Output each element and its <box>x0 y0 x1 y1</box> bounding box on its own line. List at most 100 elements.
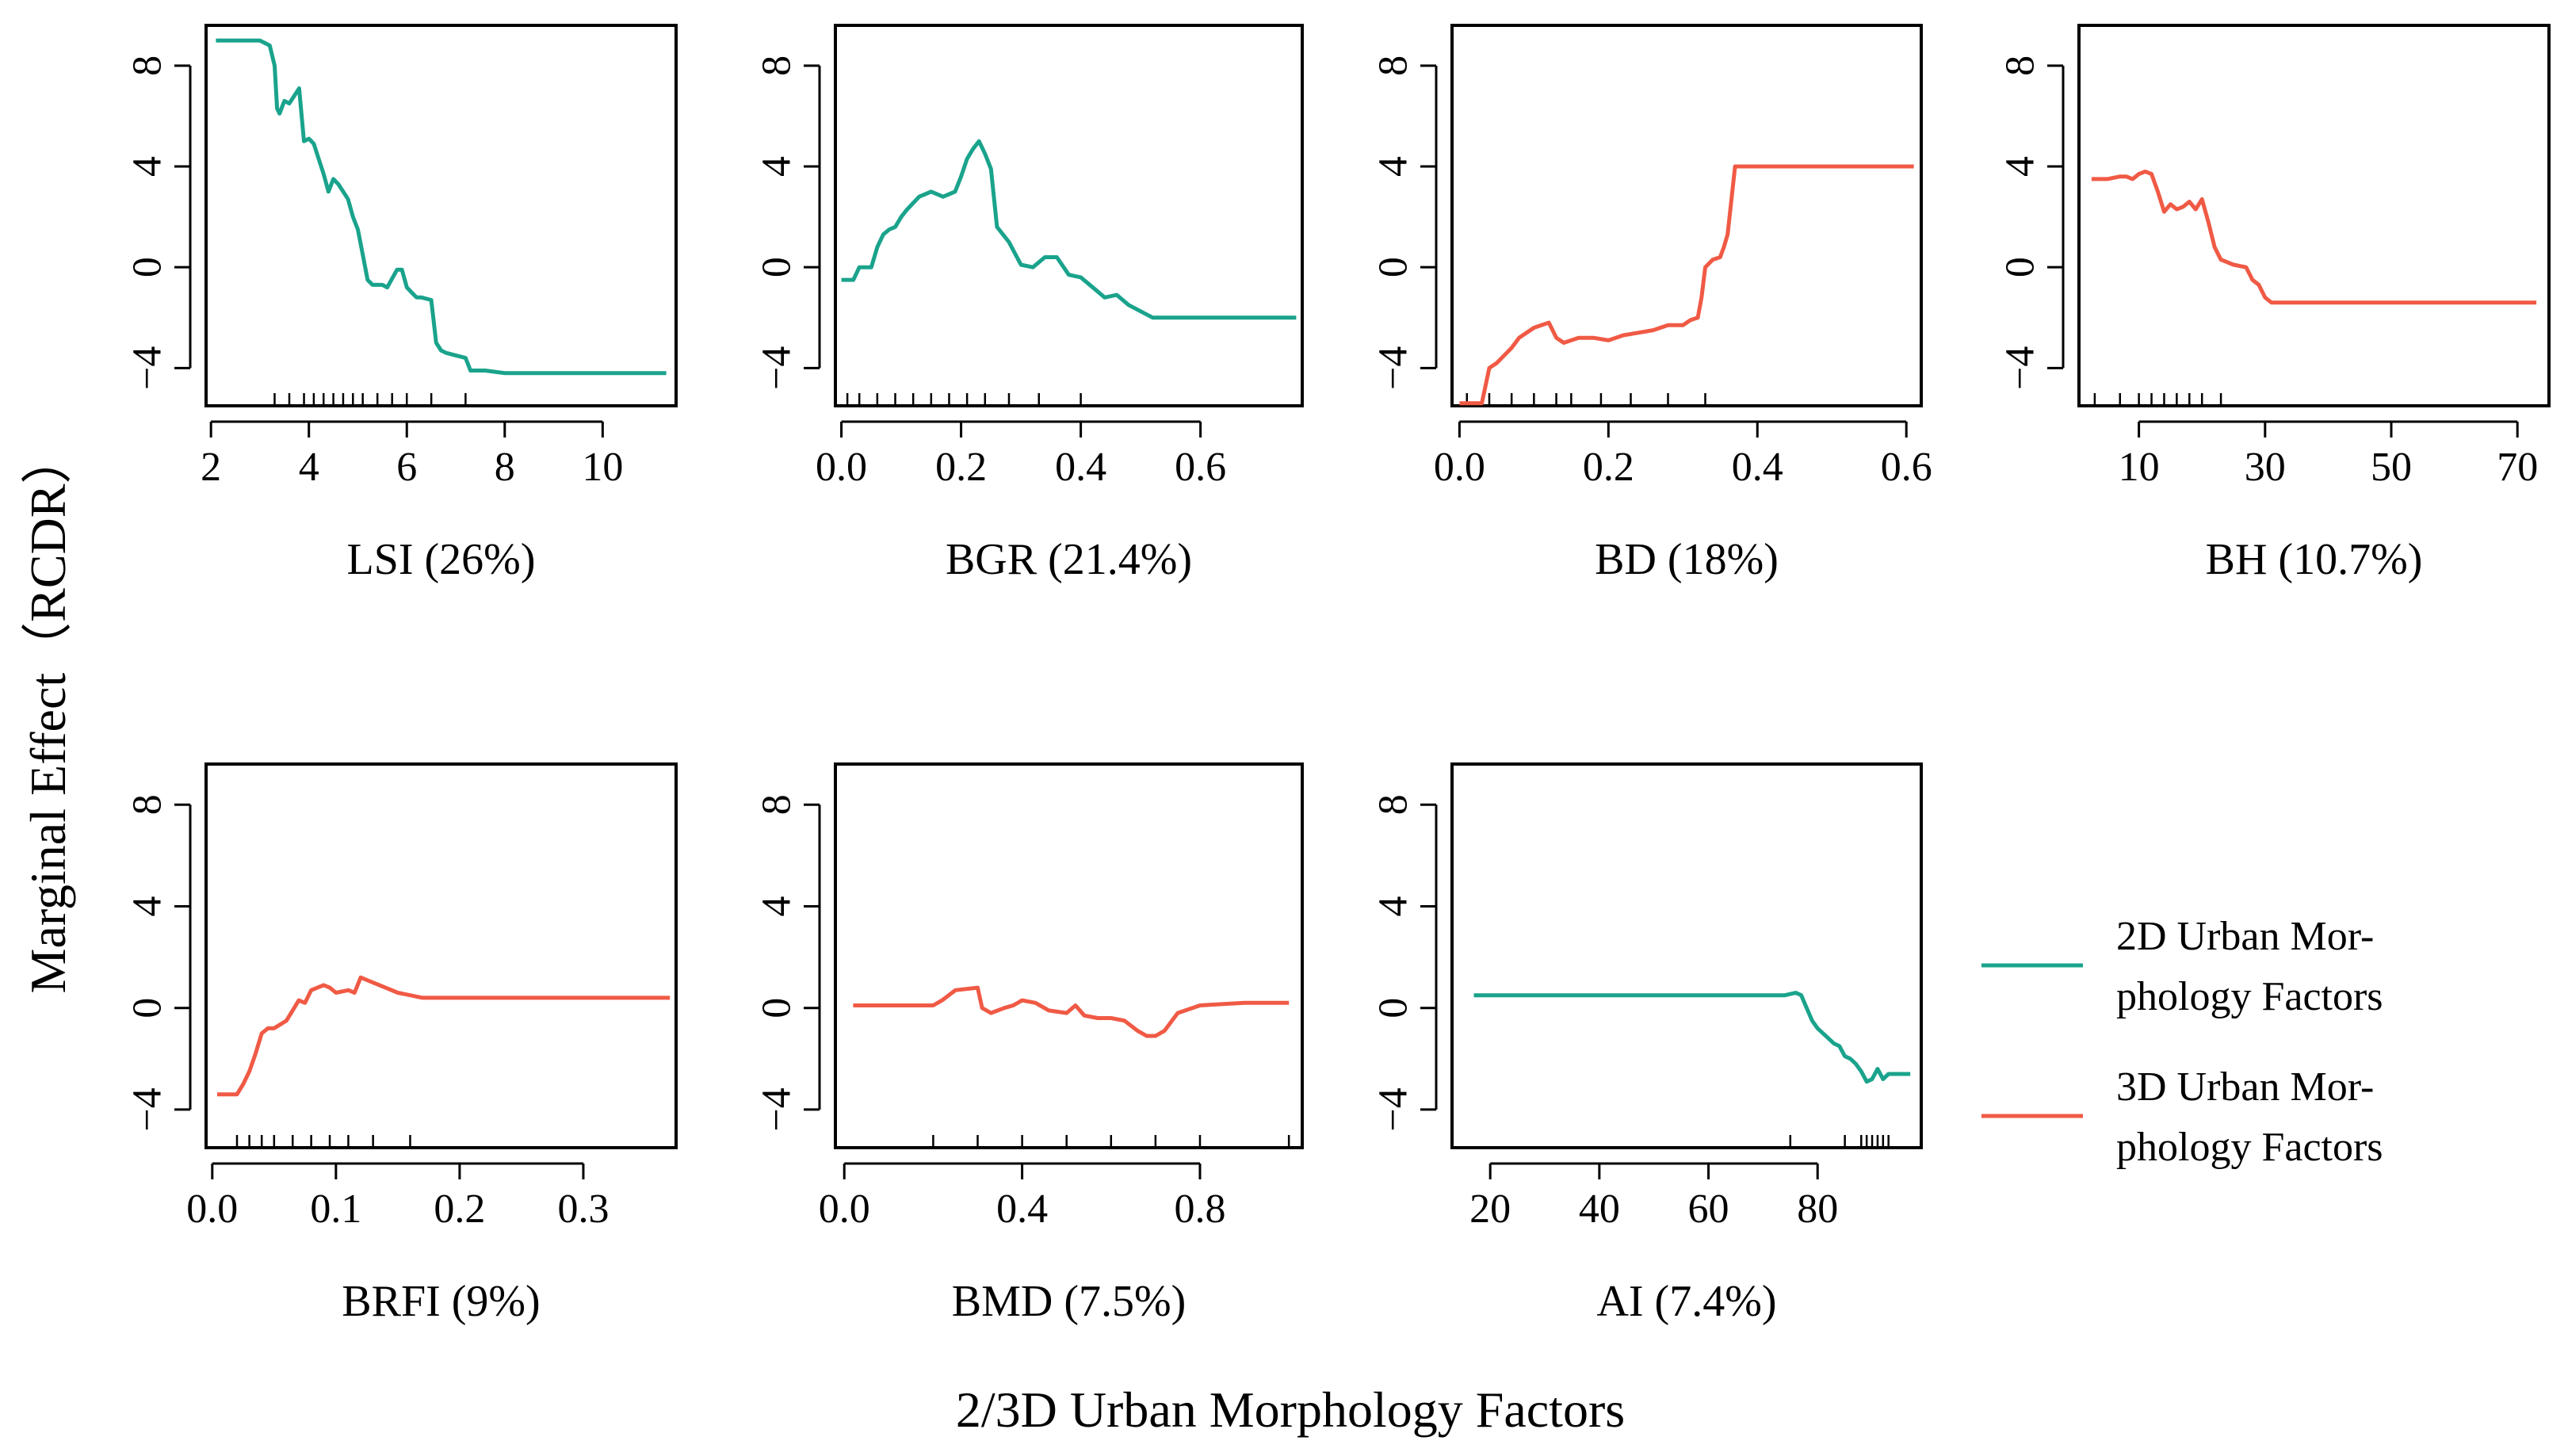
series-line-bh <box>2091 169 2537 305</box>
legend-label: phology Factors <box>2116 974 2383 1019</box>
y-tick-label: 4 <box>125 156 170 177</box>
y-axis: −4 0 4 8 <box>125 794 192 1132</box>
x-axis: 0.0 0.1 0.2 0.3 <box>186 1162 609 1232</box>
x-tick-label: 40 <box>1579 1187 1620 1232</box>
y-tick-label: −4 <box>1371 346 1416 390</box>
y-tick-label: −4 <box>125 346 170 390</box>
panel-label-bh: BH (10.7%) <box>2206 535 2423 584</box>
y-tick-label: 4 <box>1371 156 1416 177</box>
y-axis: −4 0 4 8 <box>755 55 821 390</box>
rug <box>273 393 467 406</box>
legend-label: phology Factors <box>2116 1125 2383 1170</box>
panel-bmd: −4 0 4 8 0.0 0.4 0.8 BMD (7.5%) <box>755 762 1304 1326</box>
y-tick-label: 4 <box>125 896 170 916</box>
y-tick-label: 4 <box>755 156 800 177</box>
x-tick-label: 6 <box>396 445 417 490</box>
y-tick-label: −4 <box>755 346 800 390</box>
plot-frame <box>834 762 1304 1149</box>
rug <box>932 1135 1290 1148</box>
legend-label: 3D Urban Mor- <box>2116 1064 2374 1110</box>
x-tick-label: 60 <box>1688 1187 1729 1232</box>
rug <box>1466 393 1706 406</box>
y-tick-label: 0 <box>1371 998 1416 1018</box>
x-tick-label: 0.4 <box>1055 445 1106 490</box>
plot-frame <box>204 762 678 1149</box>
x-axis-title: 2/3D Urban Morphology Factors <box>956 1381 1625 1438</box>
y-axis: −4 0 4 8 <box>1998 55 2065 390</box>
y-tick-label: 0 <box>125 257 170 277</box>
rug <box>846 393 1082 406</box>
y-tick-label: 8 <box>125 794 170 815</box>
panel-label-bmd: BMD (7.5%) <box>952 1277 1187 1326</box>
legend-label: 2D Urban Mor- <box>2116 914 2374 959</box>
y-tick-label: −4 <box>755 1087 800 1131</box>
series-line-brfi <box>217 975 671 1097</box>
rug <box>2093 393 2222 406</box>
rug <box>1789 1135 1890 1148</box>
y-tick-label: 0 <box>755 998 800 1018</box>
x-tick-label: 0.4 <box>1732 445 1783 490</box>
x-tick-label: 2 <box>201 445 221 490</box>
panels: −4 0 4 8 2 4 6 8 10 LSI (26%) −4 0 4 8 0.0 0.2 0.4 0.6 BGR… <box>125 24 2551 1326</box>
y-axis: −4 0 4 8 <box>1371 794 1438 1132</box>
y-tick-label: 4 <box>1371 896 1416 916</box>
x-tick-label: 0.6 <box>1175 445 1226 490</box>
x-axis: 0.0 0.2 0.4 0.6 <box>1434 420 1932 490</box>
legend-item: 3D Urban Mor-phology Factors <box>1981 1064 2383 1170</box>
y-tick-label: 0 <box>755 257 800 277</box>
legend-item: 2D Urban Mor-phology Factors <box>1981 914 2383 1019</box>
plot-frame <box>2077 24 2551 407</box>
y-tick-label: −4 <box>1998 346 2043 390</box>
panel-lsi: −4 0 4 8 2 4 6 8 10 LSI (26%) <box>125 24 678 584</box>
y-axis: −4 0 4 8 <box>755 794 821 1132</box>
y-tick-label: −4 <box>1371 1087 1416 1131</box>
series-line-bd <box>1459 164 1914 406</box>
y-tick-label: 0 <box>1998 257 2043 277</box>
x-tick-label: 80 <box>1797 1187 1838 1232</box>
y-tick-label: 4 <box>1998 156 2043 177</box>
y-tick-label: −4 <box>125 1087 170 1131</box>
x-tick-label: 10 <box>2119 445 2160 490</box>
plot-frame <box>1450 24 1923 407</box>
series-line-lsi <box>216 38 667 376</box>
panel-label-ai: AI (7.4%) <box>1596 1277 1776 1326</box>
plot-frame <box>204 24 678 407</box>
x-tick-label: 0.2 <box>1583 445 1634 490</box>
y-axis-title: Marginal Effect（RCDR） <box>20 434 76 994</box>
x-axis: 10 30 50 70 <box>2119 420 2538 490</box>
panel-label-lsi: LSI (26%) <box>347 535 536 584</box>
rug <box>235 1135 411 1148</box>
y-tick-label: 0 <box>1371 257 1416 277</box>
series-line-ai <box>1473 991 1911 1084</box>
x-tick-label: 0.0 <box>1434 445 1485 490</box>
panel-ai: −4 0 4 8 20 40 60 80 AI (7.4%) <box>1371 762 1923 1326</box>
x-axis: 2 4 6 8 10 <box>201 420 623 490</box>
y-tick-label: 8 <box>1371 794 1416 815</box>
x-tick-label: 0.4 <box>996 1187 1048 1232</box>
y-tick-label: 4 <box>755 896 800 916</box>
x-tick-label: 20 <box>1469 1187 1511 1232</box>
y-tick-label: 8 <box>125 55 170 76</box>
x-tick-label: 0.0 <box>186 1187 238 1232</box>
plot-frame <box>1450 762 1923 1149</box>
panel-bgr: −4 0 4 8 0.0 0.2 0.4 0.6 BGR (21.4%) <box>755 24 1304 584</box>
panel-label-bgr: BGR (21.4%) <box>946 535 1192 584</box>
x-tick-label: 0.1 <box>310 1187 361 1232</box>
panel-bd: −4 0 4 8 0.0 0.2 0.4 0.6 BD (18%) <box>1371 24 1932 584</box>
panel-label-bd: BD (18%) <box>1595 535 1779 584</box>
x-axis: 0.0 0.2 0.4 0.6 <box>816 420 1226 490</box>
x-tick-label: 0.0 <box>816 445 867 490</box>
x-tick-label: 10 <box>582 445 623 490</box>
x-tick-label: 0.2 <box>935 445 987 490</box>
x-tick-label: 4 <box>299 445 319 490</box>
panel-brfi: −4 0 4 8 0.0 0.1 0.2 0.3 BRFI (9%) <box>125 762 678 1326</box>
x-tick-label: 50 <box>2371 445 2412 490</box>
x-tick-label: 0.3 <box>557 1187 609 1232</box>
y-axis: −4 0 4 8 <box>1371 55 1438 390</box>
y-tick-label: 0 <box>125 998 170 1018</box>
x-axis: 20 40 60 80 <box>1469 1162 1838 1232</box>
x-tick-label: 0.2 <box>434 1187 485 1232</box>
y-tick-label: 8 <box>1371 55 1416 76</box>
